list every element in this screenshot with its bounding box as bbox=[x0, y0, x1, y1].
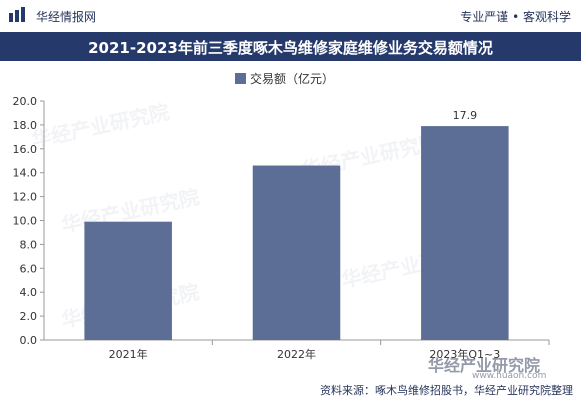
chart-title: 2021-2023年前三季度啄木鸟维修家庭维修业务交易额情况 bbox=[88, 39, 493, 57]
brand-name: 华经情报网 bbox=[36, 10, 97, 24]
header-bar: 华经情报网 专业严谨 • 客观科学 bbox=[0, 0, 581, 30]
corner-watermark-url: www.huaon.com bbox=[472, 371, 547, 381]
tagline: 专业严谨 • 客观科学 bbox=[460, 10, 571, 24]
y-tick-label: 14.0 bbox=[13, 167, 38, 180]
bar bbox=[252, 165, 341, 340]
source-note: 资料来源：啄木鸟维修招股书，华经产业研究院整理 bbox=[320, 384, 573, 397]
y-tick-label: 4.0 bbox=[20, 286, 38, 299]
y-tick-label: 8.0 bbox=[20, 238, 38, 251]
x-tick-label: 2021年 bbox=[109, 347, 148, 361]
x-tick-label: 2023年Q1~3 bbox=[429, 347, 500, 361]
bar bbox=[84, 221, 172, 340]
bar bbox=[421, 126, 509, 340]
logo-icon bbox=[9, 7, 25, 22]
y-tick-label: 10.0 bbox=[13, 215, 38, 228]
legend-label: 交易额（亿元） bbox=[250, 71, 335, 86]
corner-watermark: 华经产业研究院 bbox=[428, 356, 541, 375]
legend: 交易额（亿元） bbox=[235, 70, 334, 86]
y-tick-label: 0.0 bbox=[20, 334, 38, 347]
y-tick-label: 18.0 bbox=[13, 119, 38, 132]
y-tick-label: 6.0 bbox=[20, 262, 38, 275]
y-tick-label: 2.0 bbox=[20, 310, 38, 323]
data-label: 17.9 bbox=[453, 109, 478, 122]
y-tick-label: 12.0 bbox=[13, 191, 38, 204]
title-bar: 2021-2023年前三季度啄木鸟维修家庭维修业务交易额情况 bbox=[0, 32, 581, 61]
y-tick-label: 16.0 bbox=[13, 143, 38, 156]
legend-swatch bbox=[235, 72, 246, 84]
x-tick-label: 2022年 bbox=[277, 347, 316, 361]
y-tick-label: 20.0 bbox=[13, 95, 38, 108]
